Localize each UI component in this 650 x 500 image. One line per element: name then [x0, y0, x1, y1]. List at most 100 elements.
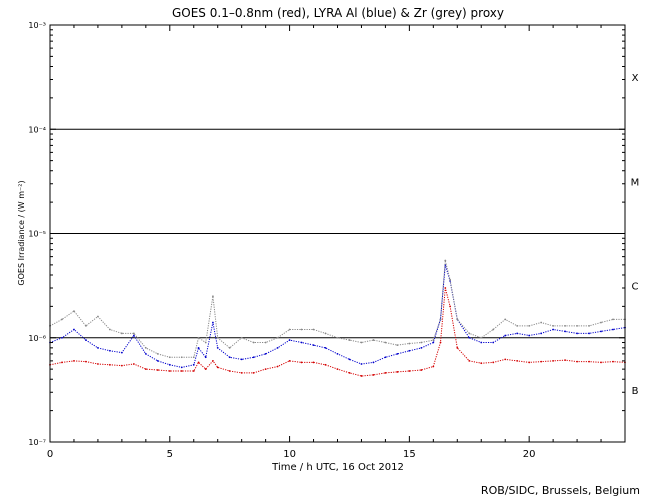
data-point — [552, 359, 555, 362]
x-tick-label-2: 10 — [283, 449, 296, 460]
y-axis-label: GOES Irradiance / (W m⁻²) — [17, 180, 26, 285]
data-point — [288, 339, 291, 341]
data-point — [204, 356, 207, 359]
flare-class-label-M: M — [631, 177, 640, 188]
data-point — [216, 346, 219, 349]
data-point — [252, 356, 255, 359]
data-point — [324, 363, 327, 366]
data-point — [288, 328, 291, 331]
data-point — [264, 352, 267, 355]
data-point — [97, 346, 99, 349]
data-point — [468, 332, 471, 335]
data-point — [449, 278, 452, 281]
y-axis: 10⁻⁷ 10⁻⁶ 10⁻⁵ 10⁻⁴ 10⁻³ — [28, 21, 625, 447]
chart-title: GOES 0.1–0.8nm (red), LYRA Al (blue) & Z… — [172, 6, 504, 20]
data-point — [228, 346, 231, 349]
data-point — [439, 318, 442, 321]
data-point — [264, 368, 267, 371]
data-point — [480, 362, 483, 365]
data-point — [492, 341, 495, 344]
data-point — [85, 360, 87, 363]
data-point — [336, 368, 339, 371]
data-point — [312, 344, 315, 347]
x-axis: 0 5 10 15 20 — [47, 25, 626, 460]
data-point — [132, 332, 135, 335]
data-point — [264, 341, 267, 344]
data-point — [420, 341, 423, 344]
data-point — [348, 358, 351, 361]
data-point — [312, 361, 315, 364]
data-point — [312, 328, 315, 331]
data-point — [600, 361, 602, 364]
data-point — [204, 368, 207, 371]
data-point — [168, 356, 171, 359]
data-point — [180, 356, 183, 359]
data-point — [456, 318, 459, 321]
data-point — [144, 368, 147, 371]
data-point — [449, 305, 452, 308]
data-point — [252, 372, 255, 374]
data-point — [444, 259, 447, 262]
data-point — [97, 315, 99, 318]
data-point — [540, 360, 543, 363]
data-point — [588, 360, 590, 363]
data-point — [372, 339, 375, 341]
x-tick-label-3: 15 — [403, 449, 416, 460]
data-point — [564, 324, 567, 327]
x-tick-label-1: 5 — [167, 449, 173, 460]
data-point — [588, 332, 590, 335]
data-point — [85, 339, 87, 341]
data-point — [61, 318, 63, 321]
data-point — [360, 375, 363, 377]
flare-class-label-B: B — [632, 386, 639, 397]
series-1 — [49, 263, 626, 369]
data-point — [156, 359, 159, 362]
x-tick-label-4: 20 — [523, 449, 536, 460]
data-point — [372, 374, 375, 376]
data-point — [408, 370, 411, 372]
y-tick-label-4: 10⁻³ — [28, 21, 46, 30]
y-tick-label-3: 10⁻⁴ — [28, 125, 46, 134]
data-point — [97, 363, 99, 365]
data-point — [61, 336, 63, 339]
data-point — [528, 361, 531, 364]
data-point — [212, 321, 214, 324]
data-point — [480, 341, 483, 344]
data-point — [73, 359, 75, 362]
data-point — [180, 370, 183, 372]
series-line-2 — [49, 260, 625, 358]
data-point — [192, 370, 195, 372]
data-point — [197, 361, 200, 364]
data-point — [276, 346, 279, 349]
data-point — [408, 349, 411, 352]
x-tick-label-0: 0 — [47, 449, 53, 460]
data-point — [168, 370, 171, 372]
data-point — [420, 369, 423, 371]
data-point — [396, 352, 399, 355]
data-point — [600, 321, 602, 324]
data-point — [576, 360, 578, 363]
data-point — [360, 363, 363, 365]
data-point — [360, 341, 363, 344]
data-point — [348, 372, 351, 374]
data-point — [276, 365, 279, 368]
flare-class-label-C: C — [632, 282, 639, 293]
data-point — [156, 369, 159, 371]
data-point — [540, 332, 543, 335]
data-point — [528, 324, 531, 327]
flare-class-label-X: X — [632, 73, 639, 84]
data-point — [73, 328, 75, 331]
data-point — [336, 336, 339, 339]
data-point — [504, 358, 507, 361]
y-tick-label-0: 10⁻⁷ — [28, 438, 46, 447]
data-point — [612, 318, 614, 321]
data-point — [132, 363, 135, 365]
series-layer — [49, 259, 626, 377]
y-tick-label-1: 10⁻⁶ — [28, 334, 46, 343]
data-point — [240, 358, 243, 361]
data-point — [492, 328, 495, 331]
data-point — [300, 341, 303, 344]
data-point — [212, 295, 214, 298]
data-point — [492, 361, 495, 364]
